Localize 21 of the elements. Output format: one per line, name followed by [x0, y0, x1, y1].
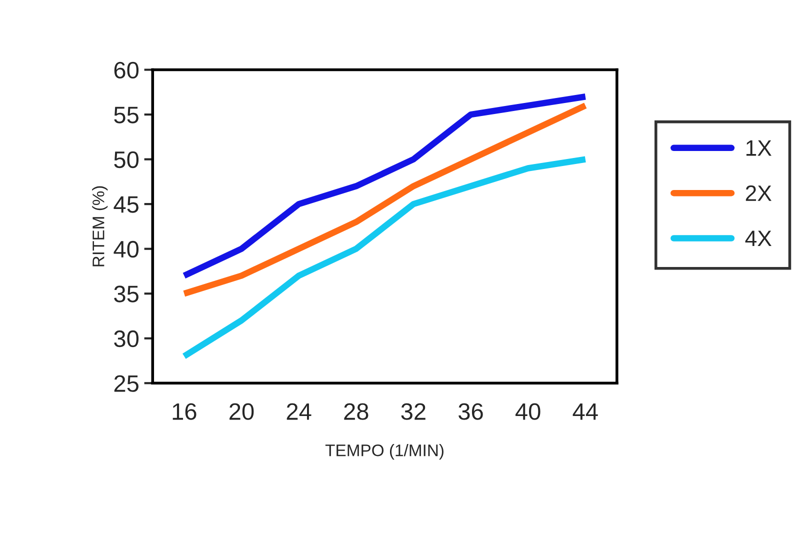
y-tick-label: 30	[114, 330, 139, 348]
y-tick-label: 60	[114, 62, 139, 79]
legend-label: 1X	[746, 140, 772, 156]
y-tick-label: 25	[114, 375, 138, 392]
x-tick-label: 20	[230, 403, 254, 420]
y-tick-label: 40	[114, 240, 139, 258]
y-tick-label: 45	[114, 196, 138, 213]
x-tick-label: 16	[172, 403, 196, 420]
x-tick-label: 28	[344, 403, 368, 420]
y-axis-title: RITEM (%)	[92, 186, 108, 266]
y-tick-label: 55	[114, 106, 138, 124]
legend-label: 2X	[746, 185, 772, 201]
y-tick-label: 50	[114, 151, 139, 168]
y-tick-label: 35	[114, 286, 138, 302]
x-tick-label: 36	[458, 403, 483, 420]
x-tick-label: 44	[572, 403, 598, 420]
x-tick-label: 24	[286, 403, 312, 420]
x-axis-title: TEMPO (1/MIN)	[325, 444, 444, 460]
legend-label: 4X	[745, 230, 772, 246]
x-tick-label: 40	[515, 403, 540, 420]
x-tick-label: 32	[401, 403, 426, 420]
